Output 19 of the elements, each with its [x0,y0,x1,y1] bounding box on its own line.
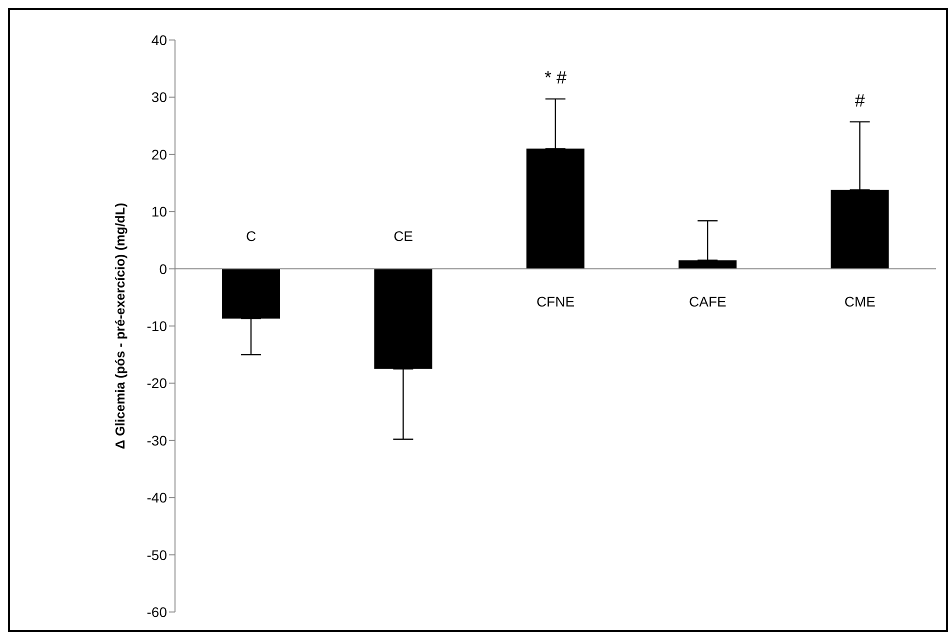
x-tick-label: CME [844,294,876,310]
y-tick-label: 10 [151,204,168,220]
y-tick-label: -40 [146,490,168,506]
y-tick-label: 20 [151,146,168,162]
x-tick-label: C [246,228,256,244]
x-tick-label: CFNE [536,294,575,310]
y-tick-label: -10 [146,318,168,334]
x-tick-label: CE [394,228,414,244]
x-tick-label: CAFE [689,294,726,310]
y-tick-label: -60 [146,604,168,620]
y-tick-label: 0 [159,260,168,277]
y-tick-label: 40 [151,32,168,48]
y-tick-label: -20 [146,375,168,392]
y-tick-label: -30 [146,432,168,448]
annotation: * # [544,68,567,88]
y-tick-label: -50 [146,546,168,563]
annotation: # [854,90,865,110]
y-tick-label: 30 [151,89,168,106]
y-axis-title: Δ Glicemia (pós - pré-exercício) (mg/dL) [112,202,128,450]
